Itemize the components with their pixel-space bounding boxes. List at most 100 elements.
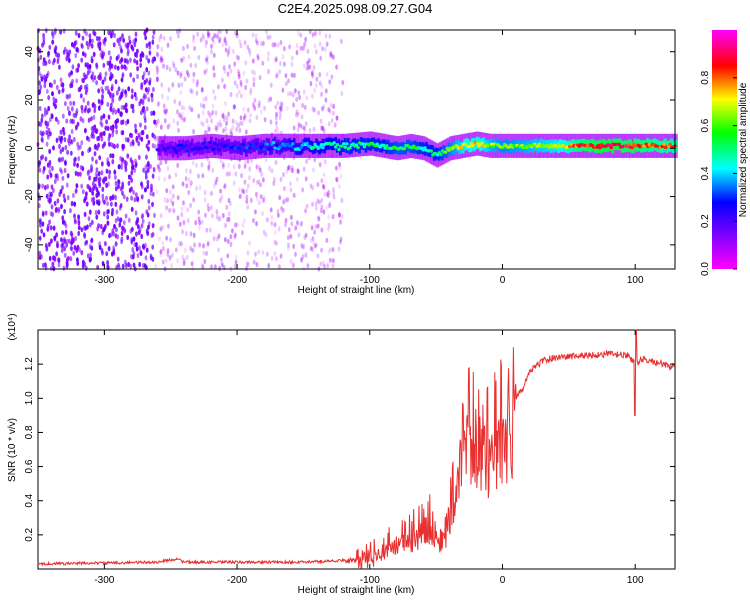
noise-cell: [55, 232, 58, 238]
noise-cell: [90, 197, 94, 203]
noise-cell: [41, 262, 45, 268]
noise-cell: [71, 237, 75, 243]
noise-cell: [186, 207, 190, 213]
noise-cell: [167, 223, 170, 229]
noise-cell: [127, 86, 131, 92]
noise-cell: [316, 223, 320, 229]
noise-cell: [332, 194, 336, 200]
noise-cell: [165, 64, 169, 70]
noise-cell: [207, 164, 211, 170]
noise-cell: [151, 244, 155, 250]
noise-cell: [124, 136, 128, 143]
noise-cell: [152, 167, 156, 173]
noise-cell: [266, 34, 270, 41]
ridge-peak-cell: [213, 142, 217, 146]
noise-cell: [197, 216, 201, 222]
noise-cell: [279, 176, 283, 182]
noise-cell: [139, 249, 143, 255]
noise-cell: [239, 120, 243, 126]
ridge-peak-cell: [644, 142, 649, 146]
noise-cell: [71, 64, 75, 70]
noise-cell: [306, 65, 310, 71]
noise-cell: [315, 49, 318, 55]
noise-cell: [53, 48, 57, 54]
noise-cell: [115, 129, 119, 135]
noise-cell: [335, 64, 338, 70]
noise-cell: [324, 46, 327, 53]
noise-cell: [200, 162, 204, 168]
noise-cell: [133, 197, 137, 203]
noise-cell: [145, 228, 149, 234]
noise-cell: [145, 134, 149, 140]
noise-cell: [152, 110, 156, 116]
noise-cell: [332, 187, 335, 193]
noise-cell: [325, 237, 329, 243]
ridge-peak-cell: [596, 143, 601, 147]
noise-cell: [190, 180, 193, 186]
noise-cell: [208, 160, 211, 166]
noise-cell: [74, 235, 78, 241]
noise-cell: [279, 39, 283, 46]
ridge-peak-cell: [402, 147, 407, 151]
noise-cell: [204, 212, 207, 218]
noise-cell: [281, 87, 285, 93]
noise-cell: [127, 180, 131, 186]
noise-cell: [255, 261, 259, 268]
noise-cell: [299, 32, 303, 38]
noise-cell: [313, 43, 317, 49]
noise-cell: [159, 33, 163, 40]
noise-cell: [140, 82, 144, 88]
ridge-peak-cell: [184, 144, 188, 148]
noise-cell: [73, 201, 77, 207]
noise-cell: [205, 118, 209, 124]
snr-y-multiplier: (x10⁴): [7, 313, 18, 340]
ridge-peak-cell: [174, 150, 179, 154]
noise-cell: [66, 52, 70, 58]
noise-cell: [276, 42, 280, 48]
noise-cell: [47, 105, 51, 112]
ridge-peak-cell: [480, 141, 485, 145]
noise-cell: [70, 232, 74, 238]
noise-cell: [161, 259, 165, 265]
noise-cell: [93, 124, 97, 130]
noise-cell: [132, 262, 136, 268]
noise-cell: [330, 74, 334, 80]
noise-cell: [235, 120, 239, 126]
noise-cell: [44, 156, 48, 162]
x-tick-label: -100: [360, 575, 380, 586]
noise-cell: [114, 174, 117, 180]
noise-cell: [328, 79, 332, 85]
noise-cell: [298, 94, 301, 100]
ridge-peak-cell: [254, 142, 258, 146]
noise-cell: [53, 57, 56, 63]
colorbar-tick-label: 0.6: [700, 118, 711, 132]
noise-cell: [304, 252, 308, 258]
noise-cell: [134, 31, 138, 37]
noise-cell: [226, 51, 230, 58]
noise-cell: [215, 214, 219, 220]
noise-cell: [98, 176, 102, 182]
noise-cell: [286, 165, 290, 171]
noise-cell: [301, 244, 304, 250]
noise-cell: [327, 249, 331, 255]
noise-cell: [314, 243, 317, 249]
ridge-peak-cell: [189, 142, 193, 146]
noise-cell: [41, 137, 44, 143]
ridge-peak-cell: [335, 143, 340, 147]
noise-cell: [130, 195, 134, 201]
noise-cell: [244, 84, 248, 91]
noise-cell: [97, 209, 101, 215]
noise-cell: [172, 208, 176, 214]
noise-cell: [159, 55, 163, 61]
noise-cell: [335, 177, 339, 183]
noise-cell: [179, 71, 183, 77]
noise-cell: [248, 166, 252, 172]
noise-cell: [279, 106, 283, 112]
noise-cell: [323, 159, 327, 165]
noise-cell: [59, 136, 63, 143]
noise-cell: [66, 195, 70, 201]
spectrogram-x-label: Height of straight line (km): [298, 285, 415, 296]
ridge-peak-cell: [201, 141, 206, 145]
noise-cell: [271, 42, 275, 48]
noise-cell: [317, 110, 320, 116]
